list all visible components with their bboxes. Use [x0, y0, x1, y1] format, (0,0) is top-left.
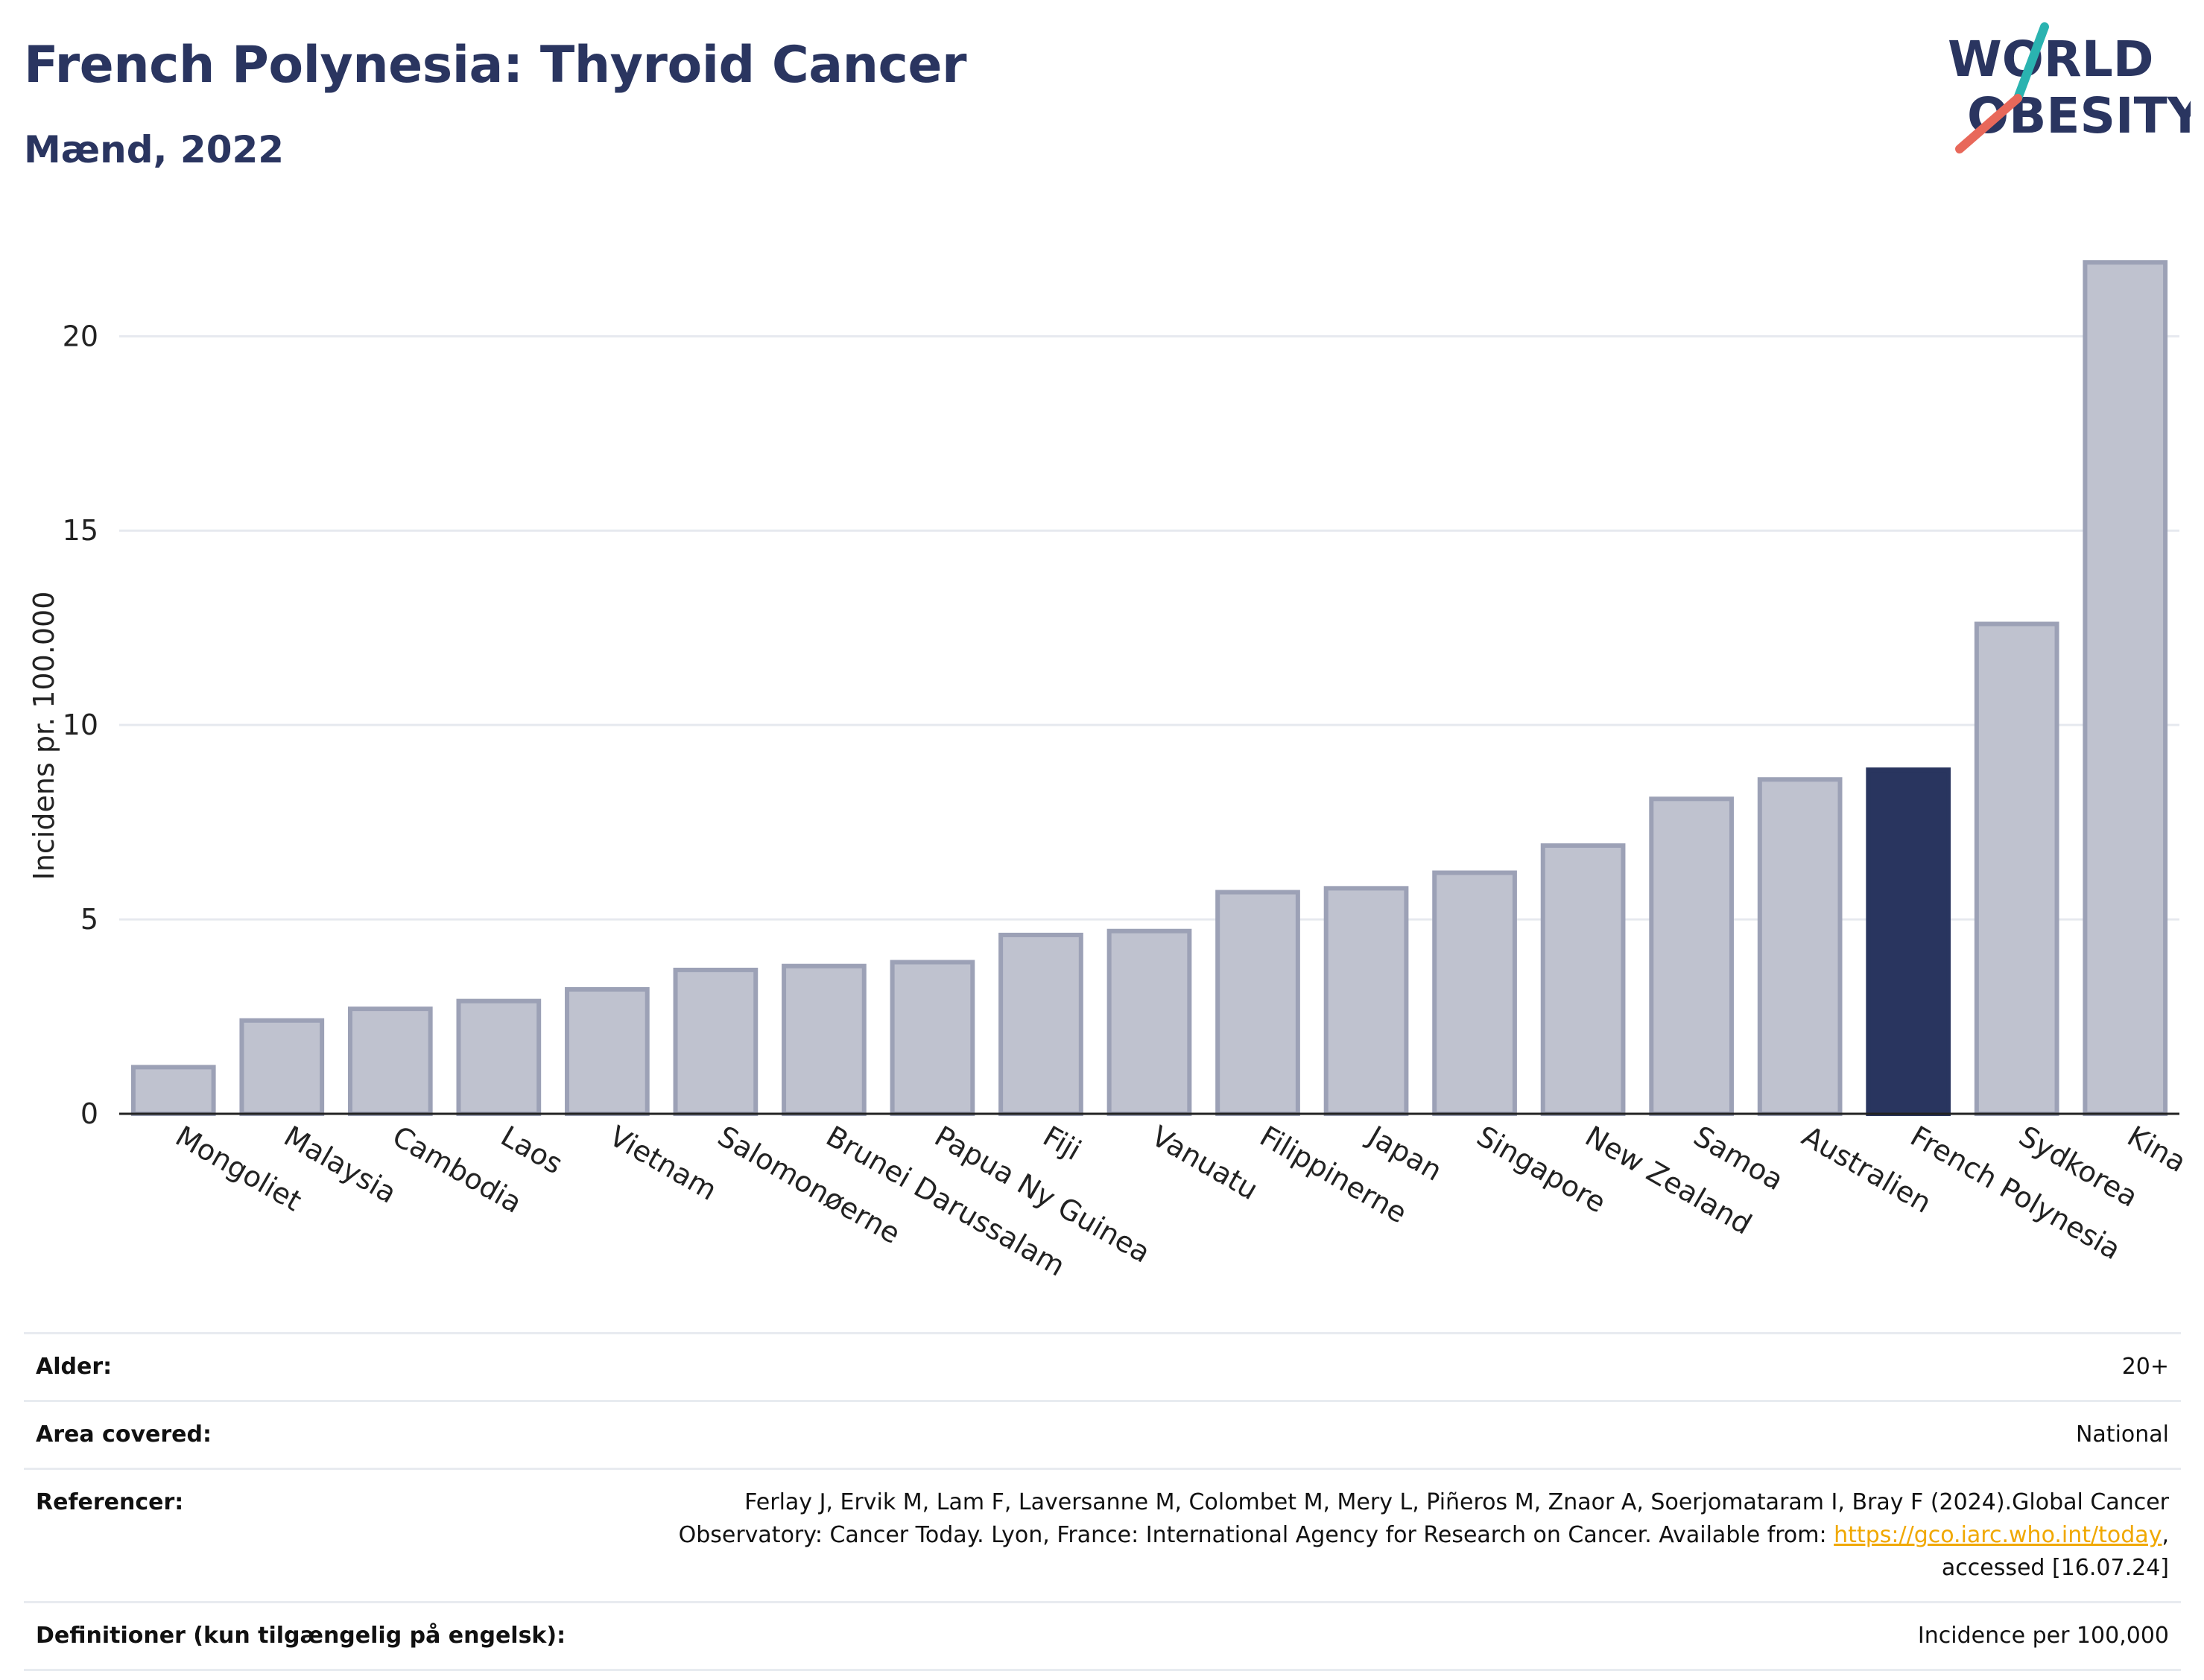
meta-row-references: Referencer: Ferlay J, Ervik M, Lam F, La… — [24, 1468, 2181, 1603]
x-tick-label: Salomonøerne — [712, 1120, 906, 1250]
y-tick-label: 10 — [63, 709, 98, 741]
x-tick-label: Vietnam — [604, 1120, 722, 1207]
y-tick-label: 0 — [80, 1097, 98, 1130]
bar-laos[interactable] — [456, 998, 542, 1116]
chart-subtitle: Mænd, 2022 — [24, 128, 285, 171]
bar-kina[interactable] — [2083, 260, 2168, 1117]
bar-singapore[interactable] — [1432, 870, 1517, 1116]
bar-vietnam[interactable] — [565, 987, 650, 1116]
references-text-4: accessed [16.07.24] — [1941, 1555, 2169, 1581]
y-tick-label: 15 — [63, 514, 98, 547]
bar-japan[interactable] — [1323, 886, 1409, 1116]
references-link[interactable]: https://gco.iarc.who.int/today — [1834, 1522, 2162, 1548]
y-tick-labels: 0 5 10 15 20 — [63, 320, 98, 1130]
meta-area-value: National — [614, 1400, 2181, 1470]
bar-australien[interactable] — [1757, 777, 1843, 1116]
y-tick-label: 5 — [80, 903, 98, 936]
y-axis-label: Incidens pr. 100.000 — [28, 592, 60, 881]
logo-line-world: WORLD — [1948, 31, 2154, 88]
bar-fiji[interactable] — [998, 932, 1083, 1117]
bar-salomonøerne[interactable] — [673, 967, 759, 1116]
meta-references-label: Referencer: — [24, 1468, 614, 1603]
bar-malaysia[interactable] — [239, 1018, 325, 1116]
x-tick-label: Vanuatu — [1146, 1120, 1264, 1206]
meta-definitions-value: Incidence per 100,000 — [614, 1601, 2181, 1671]
meta-row-age: Alder: 20+ — [24, 1332, 2181, 1402]
chart-title: French Polynesia: Thyroid Cancer — [24, 36, 967, 95]
logo-slash-teal — [2013, 22, 2049, 103]
x-tick-label: Fiji — [1037, 1120, 1086, 1167]
meta-age-label: Alder: — [24, 1332, 614, 1402]
meta-area-label: Area covered: — [24, 1400, 614, 1470]
y-tick-label: 20 — [63, 320, 98, 352]
x-tick-label: Japan — [1361, 1119, 1448, 1188]
bar-mongoliet[interactable] — [130, 1065, 216, 1116]
bar-cambodia[interactable] — [347, 1007, 433, 1117]
bar-new-zealand[interactable] — [1540, 843, 1626, 1116]
bar-samoa[interactable] — [1649, 796, 1734, 1116]
bar-papua-ny-guinea[interactable] — [890, 960, 975, 1117]
world-obesity-logo: WORLD OBESITY — [1948, 22, 2191, 153]
references-text-1: Ferlay J, Ervik M, Lam F, Laversanne M, … — [744, 1489, 2169, 1515]
meta-row-area: Area covered: National — [24, 1400, 2181, 1470]
logo-slash-coral — [1955, 94, 2022, 153]
meta-definitions-label: Definitioner (kun tilgængelig på engelsk… — [24, 1601, 614, 1671]
meta-age-value: 20+ — [614, 1332, 2181, 1402]
x-tick-label: Laos — [495, 1120, 569, 1181]
metadata-table: Alder: 20+ Area covered: National Refere… — [24, 1332, 2181, 1671]
bar-french-polynesia[interactable] — [1866, 767, 1951, 1117]
references-text-3: , — [2162, 1522, 2169, 1548]
meta-references-value: Ferlay J, Ervik M, Lam F, Laversanne M, … — [614, 1468, 2181, 1603]
meta-row-definitions: Definitioner (kun tilgængelig på engelsk… — [24, 1601, 2181, 1671]
bar-brunei-darussalam[interactable] — [782, 963, 867, 1116]
bars — [130, 260, 2168, 1117]
bar-vanuatu[interactable] — [1106, 928, 1192, 1116]
bar-sydkorea[interactable] — [1974, 621, 2059, 1116]
x-tick-label: Kina — [2122, 1120, 2192, 1179]
references-text-2: Observatory: Cancer Today. Lyon, France:… — [678, 1522, 1834, 1548]
bar-filippinerne[interactable] — [1215, 890, 1300, 1116]
